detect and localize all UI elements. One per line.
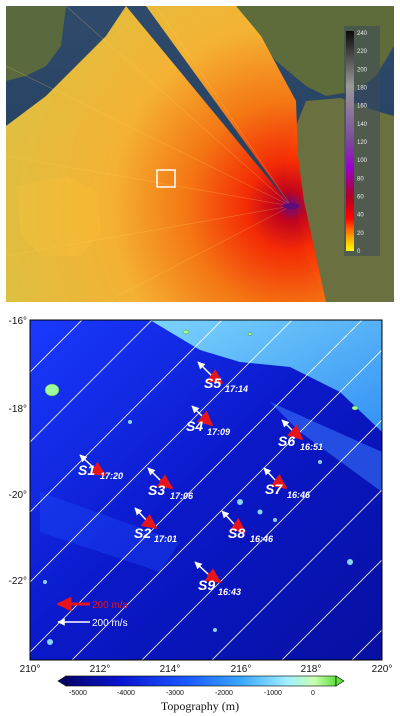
topography-colorbar-ticks: -5000 -4000 -3000 -2000 -1000 0 <box>69 690 315 697</box>
cb-tick: 0 <box>311 690 315 697</box>
station-time: 17:14 <box>225 384 248 394</box>
station-label: S4 <box>186 418 203 434</box>
station-s8: S8 16:46 <box>221 510 274 544</box>
x-tick: 218° <box>301 664 322 675</box>
y-axis-ticks: -16° -18° -20° -22° <box>9 316 27 587</box>
seafloor-trough <box>40 492 180 572</box>
x-axis-ticks: 210° 212° 214° 216° 218° 220° <box>20 664 393 675</box>
station-label: S6 <box>278 433 295 449</box>
amplitude-colorbar <box>346 31 354 251</box>
station-s6: S6 16:51 <box>278 419 323 452</box>
amplitude-colorbar-tick: 40 <box>357 213 364 219</box>
amplitude-colorbar-tick: 20 <box>357 231 364 237</box>
y-tick: -18° <box>9 404 27 415</box>
amplitude-colorbar-tick: 240 <box>357 31 368 37</box>
station-s7: S7 16:46 <box>263 467 311 500</box>
cb-tick: -3000 <box>166 690 184 697</box>
x-tick: 216° <box>231 664 252 675</box>
cb-tick: -5000 <box>69 690 87 697</box>
station-label: S8 <box>228 525 245 541</box>
seamounts <box>43 420 353 645</box>
topography-colorbar <box>65 675 337 687</box>
amplitude-colorbar-tick: 160 <box>357 104 368 110</box>
cb-tick: -4000 <box>117 690 135 697</box>
station-label: S1 <box>78 462 95 478</box>
station-s1: S1 17:20 <box>78 454 123 481</box>
station-time: 16:46 <box>250 534 274 544</box>
station-label: S3 <box>148 482 165 498</box>
station-s9: S9 16:43 <box>194 561 241 597</box>
red-arrow-label: 200 m/s <box>92 600 128 611</box>
colorbar-title: Topography (m) <box>161 699 239 713</box>
shallow-plateau <box>150 320 382 432</box>
wave-rays <box>6 6 292 302</box>
station-label: S2 <box>134 525 151 541</box>
x-tick: 214° <box>160 664 181 675</box>
white-arrow-label: 200 m/s <box>92 618 128 629</box>
amplitude-colorbar-tick: 60 <box>357 195 364 201</box>
asia-landmass <box>6 6 66 81</box>
amplitude-colorbar-tick: 120 <box>357 140 368 146</box>
x-tick: 212° <box>90 664 111 675</box>
station-label: S5 <box>204 375 221 391</box>
cb-tick: -2000 <box>215 690 233 697</box>
y-tick: -16° <box>9 316 27 327</box>
station-time: 17:01 <box>154 534 177 544</box>
islands <box>44 329 359 411</box>
amplitude-colorbar-tick: 80 <box>357 176 364 182</box>
x-tick: 220° <box>372 664 393 675</box>
station-time: 17:09 <box>207 427 230 437</box>
colorbar-min-triangle <box>57 675 67 687</box>
study-area-box <box>156 169 176 188</box>
station-time: 17:20 <box>100 471 123 481</box>
station-time: 16:46 <box>287 490 311 500</box>
velocity-legend: 200 m/s 200 m/s <box>56 596 128 629</box>
earthquake-source-marker <box>283 203 299 209</box>
station-s5: S5 17:14 <box>197 361 248 394</box>
amplitude-colorbar-tick: 140 <box>357 122 368 128</box>
y-tick: -20° <box>9 490 27 501</box>
colorbar-max-triangle <box>335 675 345 687</box>
x-tick: 210° <box>20 664 41 675</box>
travel-time-lines <box>30 320 382 660</box>
station-time: 16:43 <box>218 587 241 597</box>
station-s4: S4 17:09 <box>186 405 230 437</box>
amplitude-colorbar-tick: 200 <box>357 67 368 73</box>
amplitude-colorbar-tick: 220 <box>357 49 368 55</box>
amplitude-colorbar-tick: 0 <box>357 249 361 255</box>
station-time: 16:51 <box>300 442 323 452</box>
y-tick: -22° <box>9 576 27 587</box>
station-s2: S2 17:01 <box>134 507 177 544</box>
tsunami-amplitude-field <box>6 6 326 302</box>
station-time: 17:06 <box>170 491 194 501</box>
amplitude-colorbar-tick: 100 <box>357 158 368 164</box>
amplitude-colorbar-tick: 180 <box>357 86 368 92</box>
cb-tick: -1000 <box>264 690 282 697</box>
bathymetry-station-map: S1 17:20 S2 17:01 S3 17:06 S4 17:09 S5 1… <box>9 316 393 713</box>
station-s3: S3 17:06 <box>147 467 194 501</box>
station-label: S7 <box>265 481 283 497</box>
map-frame <box>29 319 383 661</box>
station-label: S9 <box>198 577 215 593</box>
